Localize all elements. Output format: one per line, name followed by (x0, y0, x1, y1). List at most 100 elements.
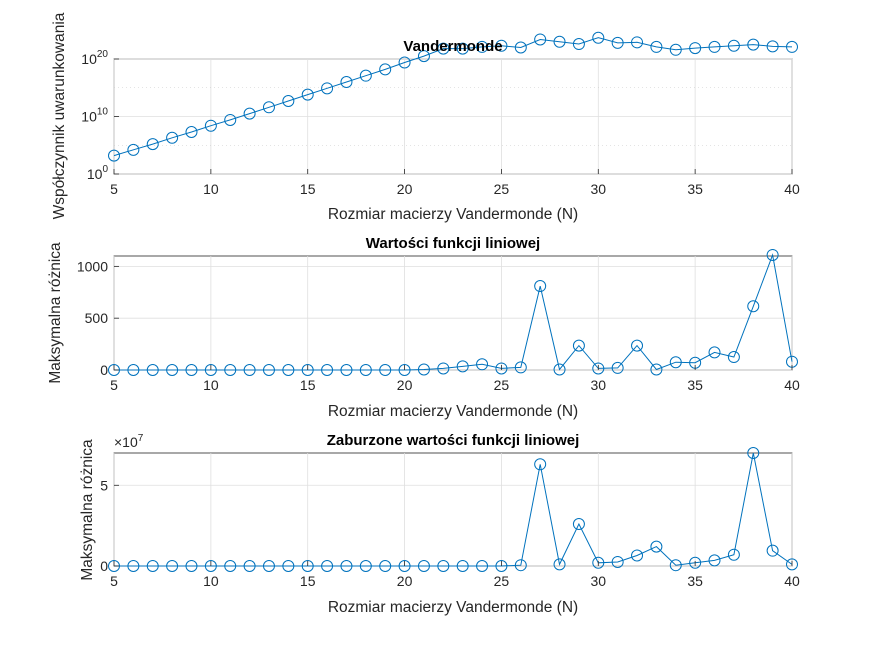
data-point (786, 40, 798, 53)
x-ticks: 5 10 15 20 25 30 35 40 (110, 169, 800, 197)
chart-title: Zaburzone wartości funkcji liniowej (327, 432, 580, 449)
data-point (166, 131, 179, 144)
y-tick-label: 0 (100, 362, 108, 378)
data-point (650, 363, 663, 376)
data-point (611, 555, 624, 568)
data-point (243, 560, 256, 572)
y-ticks: 100 1010 1020 (81, 49, 119, 182)
data-point (321, 560, 334, 572)
data-point (262, 560, 275, 572)
data-point (534, 458, 547, 471)
data-point (631, 36, 644, 49)
data-point (727, 351, 740, 364)
x-tick-label: 15 (300, 377, 316, 393)
series-line (113, 37, 793, 157)
data-point (514, 361, 527, 374)
data-point (631, 339, 644, 352)
data-point (611, 36, 624, 49)
data-point (727, 39, 740, 52)
x-tick-label: 30 (590, 377, 606, 393)
data-point (185, 560, 198, 572)
x-ticks: 5 10 15 20 25 30 35 40 (110, 561, 800, 589)
data-point (379, 560, 392, 572)
data-point (669, 559, 682, 572)
data-point (476, 40, 489, 53)
data-point (611, 361, 624, 374)
data-point (146, 138, 159, 151)
y-tick-label: 0 (100, 558, 108, 574)
data-point (727, 548, 740, 561)
data-point (379, 63, 392, 76)
data-point (766, 248, 779, 261)
data-point (766, 544, 779, 557)
data-point (398, 560, 411, 572)
data-point (166, 560, 179, 572)
x-tick-label: 5 (110, 181, 118, 197)
data-point (108, 149, 120, 162)
data-point (456, 42, 469, 55)
data-point (417, 560, 430, 572)
data-point (146, 560, 159, 572)
y-ticks: 05 (100, 477, 119, 574)
data-point (398, 364, 411, 376)
x-tick-label: 10 (203, 573, 219, 589)
data-point (204, 364, 217, 376)
data-point (204, 560, 217, 572)
y-axis-label: Współczynnik uwarunkowania (51, 12, 68, 219)
y-axis-label: Maksymalna różnica (79, 439, 96, 581)
x-ticks: 5 10 15 20 25 30 35 40 (110, 365, 800, 393)
data-point (321, 82, 334, 95)
data-point (708, 40, 721, 53)
x-tick-label: 15 (300, 573, 316, 589)
y-ticks: 0 500 1000 (77, 258, 119, 378)
y-tick-label: 500 (85, 310, 109, 326)
data-point (572, 518, 585, 531)
data-point (224, 113, 237, 126)
series-max-difference (108, 447, 798, 572)
data-point (146, 364, 159, 376)
x-tick-label: 5 (110, 377, 118, 393)
x-tick-label: 35 (687, 181, 703, 197)
x-tick-label: 25 (494, 181, 510, 197)
x-tick-label: 30 (590, 181, 606, 197)
data-point (708, 554, 721, 567)
data-point (127, 560, 140, 572)
data-point (572, 38, 585, 51)
data-point (262, 364, 275, 376)
x-tick-label: 15 (300, 181, 316, 197)
x-axis-label: Rozmiar macierzy Vandermonde (N) (328, 206, 578, 223)
data-point (747, 447, 760, 459)
data-point (185, 126, 198, 139)
data-point (456, 560, 469, 572)
y-tick-label: 1010 (81, 107, 108, 125)
x-tick-label: 25 (494, 573, 510, 589)
plot-area (113, 452, 793, 567)
data-point (282, 94, 295, 107)
data-point (534, 33, 547, 46)
data-point (592, 556, 605, 569)
data-point (379, 364, 392, 376)
data-point (669, 43, 682, 56)
x-tick-label: 30 (590, 573, 606, 589)
data-point (282, 560, 295, 572)
x-tick-label: 10 (203, 181, 219, 197)
data-point (650, 40, 663, 53)
data-point (204, 119, 217, 132)
data-point (456, 360, 469, 373)
data-point (650, 540, 663, 553)
data-point (108, 364, 120, 376)
data-point (301, 560, 314, 572)
data-point (495, 39, 508, 52)
data-point (359, 69, 372, 82)
x-tick-label: 5 (110, 573, 118, 589)
series-line (114, 253, 793, 371)
data-point (262, 101, 275, 114)
data-point (514, 41, 527, 54)
data-point (747, 38, 760, 51)
data-point (243, 107, 256, 120)
data-point (553, 363, 566, 376)
data-point (224, 364, 237, 376)
data-point (417, 50, 430, 63)
